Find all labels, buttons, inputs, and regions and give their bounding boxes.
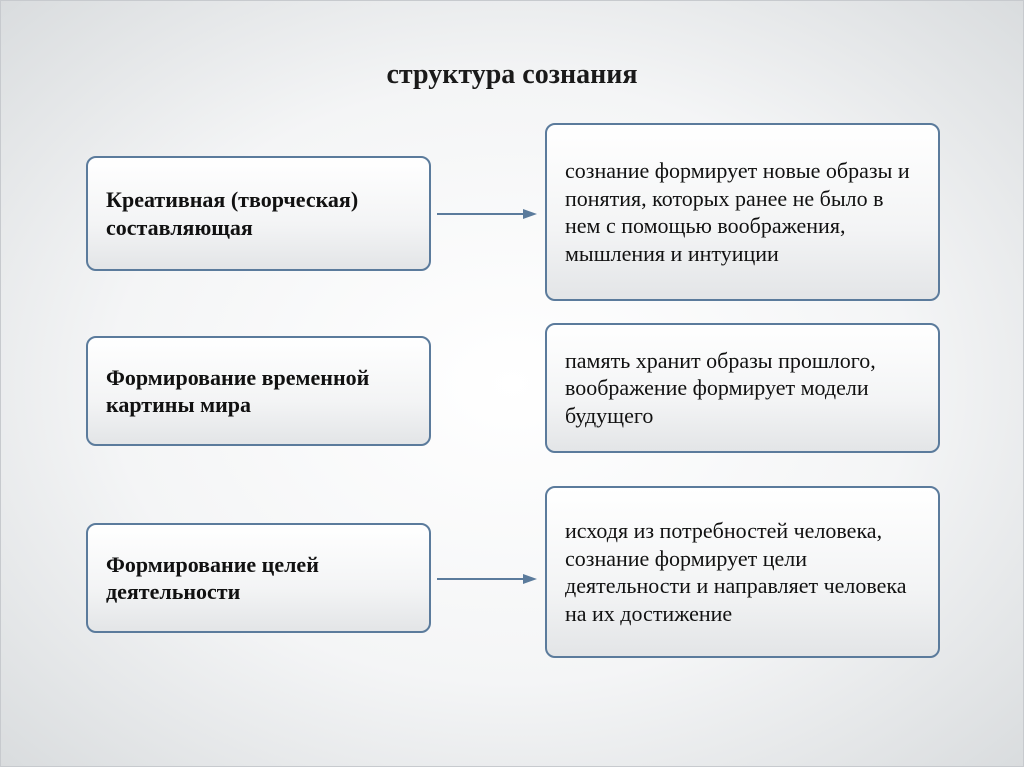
box-text: память хранит образы прошлого, воображен… <box>565 347 920 430</box>
concept-box-left-0: Креативная (творческая) составляющая <box>86 156 431 271</box>
concept-box-left-2: Формирование целей деятельности <box>86 523 431 633</box>
box-text: сознание формирует новые образы и поняти… <box>565 157 920 267</box>
page-title: структура сознания <box>1 59 1023 91</box>
arrow-2 <box>437 569 539 591</box>
box-text: Креативная (творческая) составляющая <box>106 186 411 241</box>
concept-box-right-0: сознание формирует новые образы и поняти… <box>545 123 940 301</box>
concept-box-right-2: исходя из потребностей человека, сознани… <box>545 486 940 658</box>
box-text: Формирование временной картины мира <box>106 364 411 419</box>
arrow-0 <box>437 204 539 226</box>
box-text: исходя из потребностей человека, сознани… <box>565 517 920 627</box>
box-text: Формирование целей деятельности <box>106 551 411 606</box>
concept-box-left-1: Формирование временной картины мира <box>86 336 431 446</box>
concept-box-right-1: память хранит образы прошлого, воображен… <box>545 323 940 453</box>
